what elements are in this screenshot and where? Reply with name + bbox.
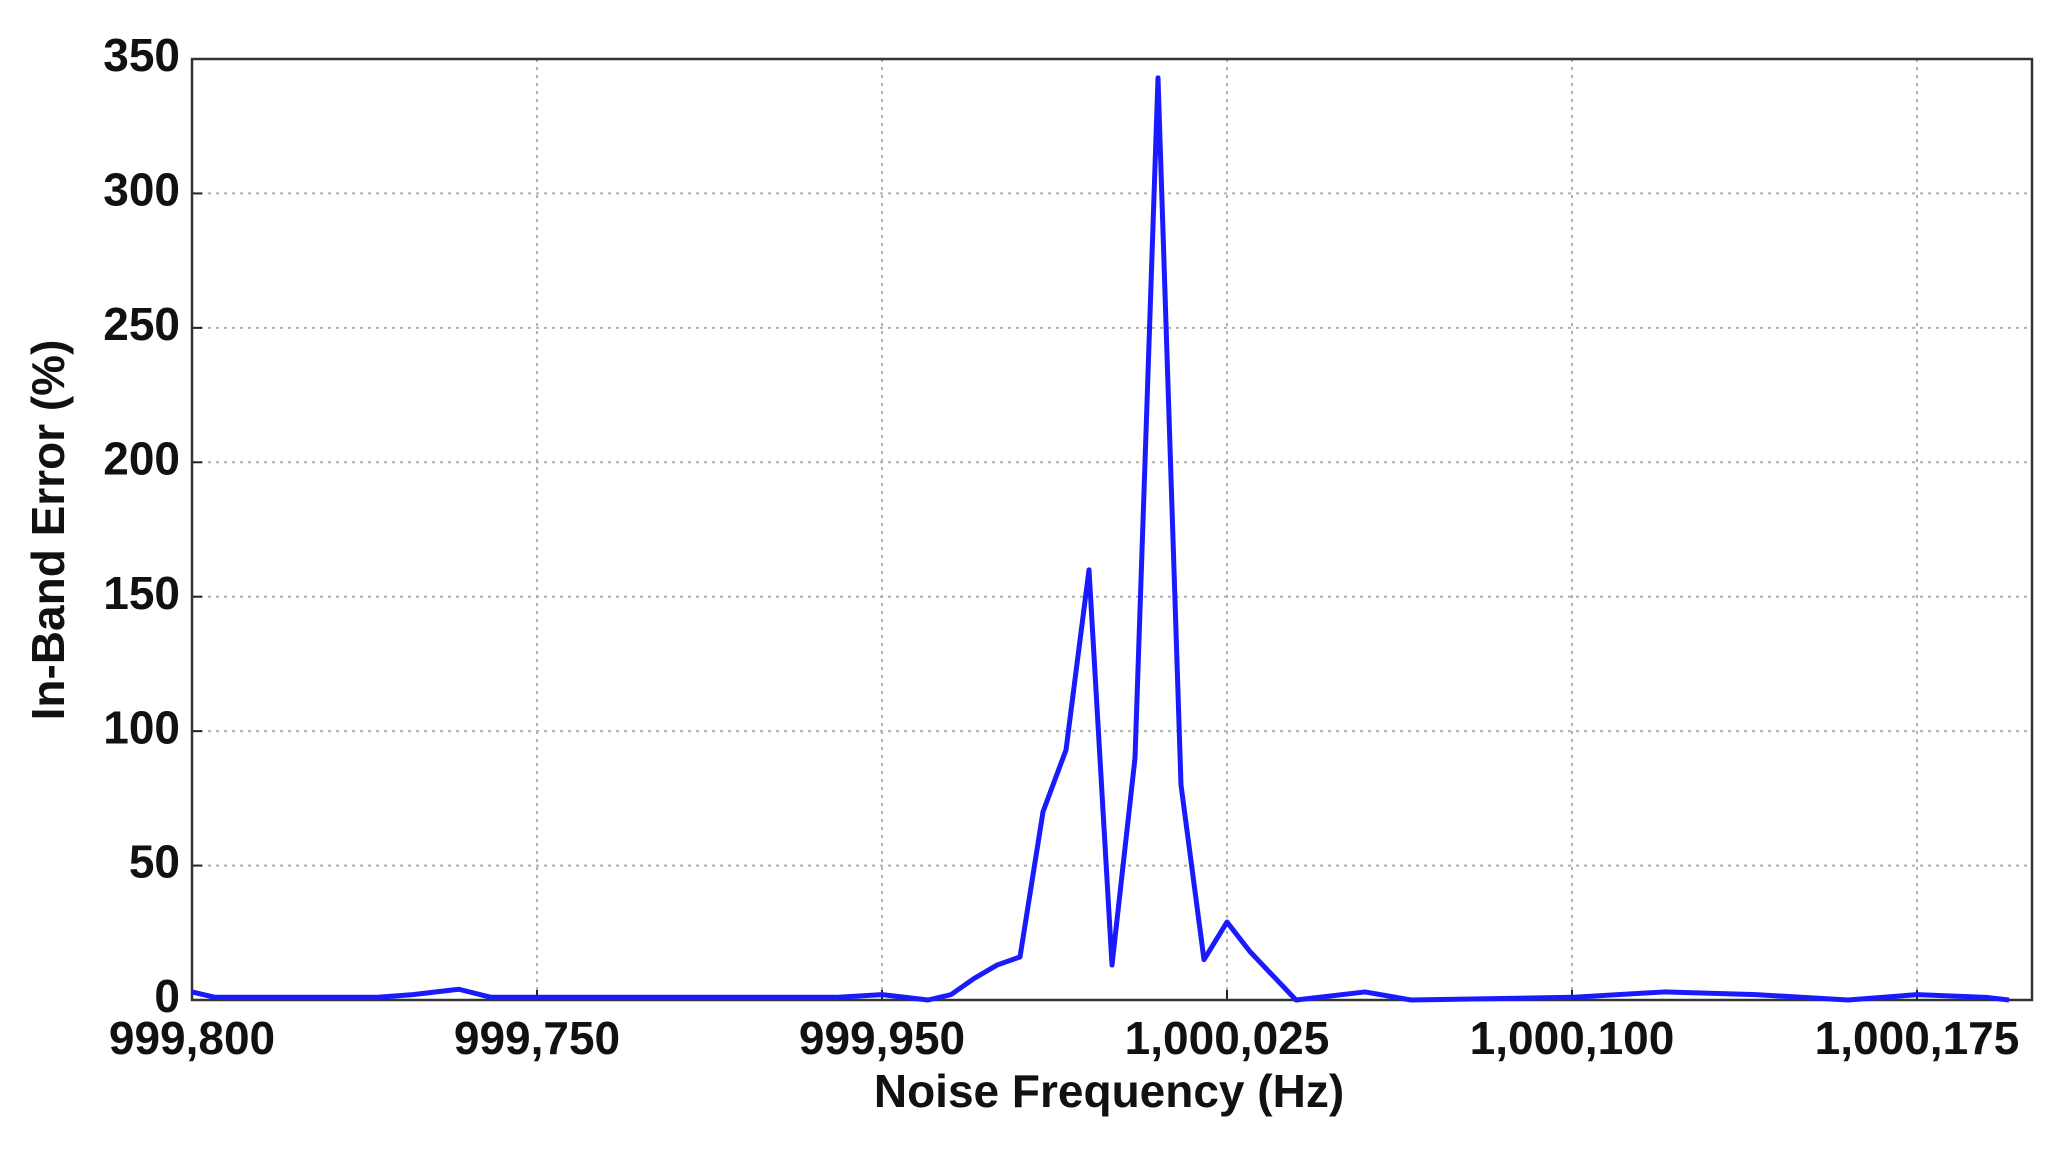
x-tick-label: 999,800	[109, 1012, 275, 1064]
x-axis-label: Noise Frequency (Hz)	[874, 1065, 1344, 1117]
y-tick-label: 200	[103, 432, 180, 484]
y-tick-label: 300	[103, 164, 180, 216]
x-tick-label: 999,950	[799, 1012, 965, 1064]
x-tick-label: 1,000,100	[1470, 1012, 1675, 1064]
x-tick-label: 999,750	[454, 1012, 620, 1064]
y-tick-label: 0	[154, 970, 180, 1022]
y-tick-label: 150	[103, 567, 180, 619]
y-tick-label: 250	[103, 298, 180, 350]
y-axis-label: In-Band Error (%)	[22, 340, 74, 721]
y-tick-label: 100	[103, 701, 180, 753]
x-tick-label: 1,000,025	[1125, 1012, 1330, 1064]
plot-frame	[190, 57, 2034, 1002]
data-line	[191, 75, 2010, 1003]
x-tick-label: 1,000,175	[1815, 1012, 2020, 1064]
y-tick-label: 50	[129, 836, 180, 888]
y-tick-label: 350	[103, 29, 180, 81]
